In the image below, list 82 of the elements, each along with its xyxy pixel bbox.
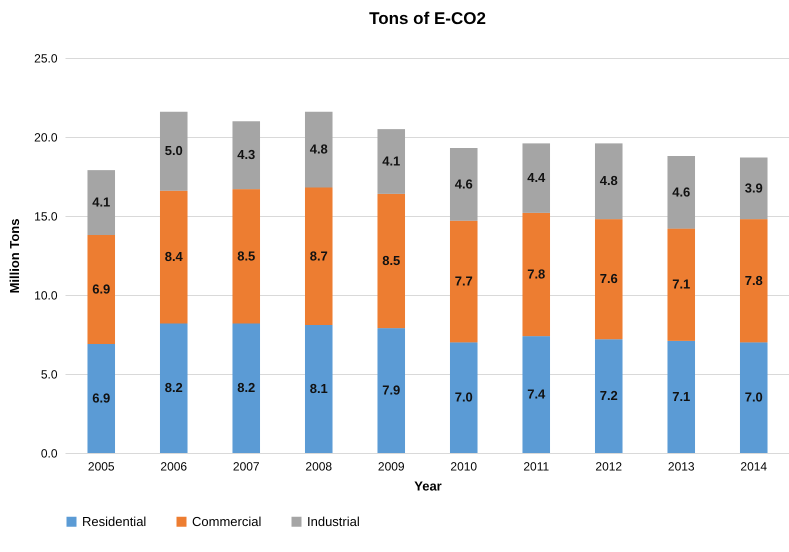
y-tick-label: 10.0	[34, 288, 58, 302]
data-label: 4.1	[92, 194, 110, 210]
bar	[450, 342, 478, 453]
bar	[594, 339, 623, 453]
data-label: 6.9	[92, 281, 110, 296]
y-tick-label: 5.0	[40, 368, 58, 382]
bar	[450, 148, 478, 221]
bar	[87, 170, 116, 235]
x-tick-label: 2007	[232, 460, 260, 474]
bar	[522, 212, 550, 336]
bar	[304, 325, 333, 453]
x-tick-label: 2008	[305, 460, 332, 474]
y-axis-title: Million Tons	[7, 218, 22, 294]
bar	[740, 219, 768, 342]
data-label: 4.1	[382, 153, 400, 168]
data-label: 7.9	[382, 382, 400, 398]
chart-title: Tons of E-CO2	[369, 9, 486, 28]
x-tick-label: 2012	[595, 460, 622, 474]
bar	[232, 323, 260, 453]
bar	[740, 158, 768, 220]
bar	[522, 336, 550, 453]
bar	[667, 340, 696, 453]
bar	[87, 234, 116, 344]
x-tick-label: 2010	[450, 460, 478, 474]
x-tick-label: 2013	[668, 460, 695, 474]
bar	[87, 344, 116, 453]
data-label: 7.1	[672, 388, 690, 404]
legend-label: Industrial	[307, 514, 360, 529]
legend-label: Commercial	[192, 514, 262, 529]
x-axis-title: Year	[414, 478, 442, 494]
data-label: 6.9	[92, 390, 110, 406]
data-label: 7.6	[600, 271, 618, 286]
data-label: 7.7	[454, 274, 473, 289]
data-label: 7.0	[744, 390, 763, 405]
data-label: 8.2	[164, 380, 183, 396]
data-label: 7.2	[600, 388, 618, 404]
data-label: 5.0	[164, 143, 183, 158]
bar	[304, 112, 333, 188]
data-label: 7.8	[527, 266, 546, 282]
bar	[740, 342, 768, 453]
x-tick-label: 2006	[160, 460, 188, 474]
bar	[377, 129, 406, 194]
bar	[377, 194, 406, 328]
bar	[304, 188, 333, 326]
data-label: 4.3	[237, 147, 256, 162]
data-label: 7.4	[527, 386, 546, 402]
data-label: 7.8	[744, 272, 763, 288]
y-tick-label: 20.0	[34, 130, 58, 144]
y-tick-label: 0.0	[40, 446, 58, 460]
data-label: 7.1	[672, 276, 690, 292]
x-tick-label: 2011	[523, 460, 550, 474]
data-label: 4.6	[672, 184, 690, 200]
legend-label: Residential	[82, 514, 146, 529]
data-label: 8.4	[164, 249, 184, 264]
data-label: 7.0	[454, 390, 473, 405]
data-label: 8.2	[237, 380, 256, 396]
data-label: 8.5	[382, 253, 400, 268]
y-tick-label: 15.0	[34, 210, 58, 224]
bar	[594, 143, 623, 220]
data-label: 8.7	[310, 248, 328, 264]
bar	[522, 143, 550, 213]
bar	[232, 189, 260, 324]
x-tick-label: 2014	[740, 460, 768, 474]
bar	[667, 156, 696, 229]
bar	[450, 220, 478, 342]
y-tick-label: 25.0	[34, 52, 58, 66]
bar	[232, 121, 260, 190]
data-label: 4.6	[454, 176, 473, 192]
bar	[377, 328, 406, 453]
data-label: 4.8	[310, 142, 328, 157]
bar	[594, 219, 623, 340]
data-label: 4.4	[527, 170, 546, 186]
x-tick-label: 2005	[88, 460, 115, 474]
bar	[160, 323, 188, 453]
x-tick-label: 2009	[378, 460, 405, 474]
bar	[667, 228, 696, 341]
data-label: 8.1	[310, 381, 328, 396]
data-label: 4.8	[600, 173, 618, 188]
data-label: 3.9	[744, 180, 763, 196]
data-label: 8.5	[237, 248, 256, 264]
bar	[160, 190, 188, 324]
bar	[160, 112, 188, 191]
